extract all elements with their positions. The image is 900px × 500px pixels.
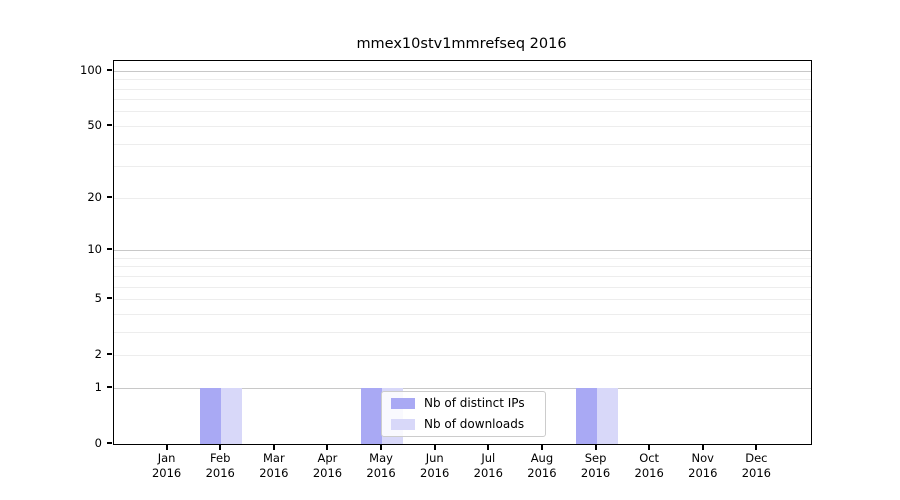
- x-tick-label: Jun 2016: [420, 451, 450, 480]
- bar: [361, 387, 383, 444]
- gridline-minor: [114, 125, 811, 127]
- x-tick-label: Sep 2016: [580, 451, 611, 480]
- gridline-minor: [114, 313, 811, 315]
- legend-entry: Nb of distinct IPs: [391, 395, 536, 412]
- x-tick-mark: [165, 445, 168, 450]
- y-tick-mark: [107, 353, 112, 356]
- y-tick-label: 2: [94, 347, 102, 362]
- x-tick-label: Aug 2016: [527, 451, 557, 480]
- gridline-minor: [114, 88, 811, 90]
- y-tick-mark: [107, 385, 112, 388]
- y-tick-label: 20: [87, 189, 102, 204]
- x-tick-label: Jan 2016: [151, 451, 182, 480]
- y-tick-label: 50: [87, 117, 102, 132]
- y-tick-mark: [107, 68, 112, 71]
- x-tick-mark: [219, 445, 222, 450]
- x-tick-mark: [272, 445, 275, 450]
- y-tick-mark: [107, 442, 112, 444]
- x-tick-mark: [380, 445, 383, 450]
- y-tick-mark: [107, 248, 112, 251]
- gridline-minor: [114, 143, 811, 145]
- y-tick-label: 100: [80, 62, 102, 77]
- y-tick-label: 5: [94, 291, 102, 306]
- gridline-minor: [114, 355, 811, 357]
- gridline-minor: [114, 79, 811, 81]
- gridline-minor: [114, 299, 811, 301]
- x-tick-label: Dec 2016: [741, 451, 772, 480]
- x-tick-label: Nov 2016: [688, 451, 718, 480]
- gridline-major: [114, 387, 811, 389]
- gridline-major: [114, 70, 811, 72]
- x-tick-label: Apr 2016: [312, 451, 343, 480]
- y-tick-mark: [107, 195, 112, 198]
- legend-entry: Nb of downloads: [391, 416, 536, 433]
- x-tick-mark: [433, 445, 436, 450]
- legend-swatch: [391, 398, 415, 409]
- gridline-minor: [114, 257, 811, 259]
- y-tick-label: 10: [87, 242, 102, 257]
- x-tick-label: Mar 2016: [259, 451, 289, 480]
- gridline-minor: [114, 266, 811, 268]
- y-tick-label: 0: [94, 436, 102, 450]
- gridline-major: [114, 250, 811, 252]
- gridline-minor: [114, 331, 811, 333]
- x-tick-label: Feb 2016: [205, 451, 235, 480]
- legend-label: Nb of downloads: [424, 417, 525, 431]
- x-tick-mark: [594, 445, 597, 450]
- gridline-minor: [114, 286, 811, 288]
- bar: [200, 387, 222, 444]
- x-tick-label: Jul 2016: [473, 451, 503, 480]
- x-tick-mark: [540, 445, 543, 450]
- x-tick-mark: [755, 445, 758, 450]
- gridline-minor: [114, 111, 811, 113]
- gridline-minor: [114, 197, 811, 199]
- x-tick-mark: [326, 445, 329, 450]
- x-tick-label: Oct 2016: [634, 451, 664, 480]
- legend-label: Nb of distinct IPs: [424, 396, 525, 410]
- bar: [221, 387, 243, 444]
- x-tick-mark: [701, 445, 704, 450]
- plot-area: [113, 60, 812, 445]
- legend-swatch: [391, 419, 415, 430]
- gridline-minor: [114, 99, 811, 101]
- gridline-minor: [114, 166, 811, 168]
- x-tick-mark: [648, 445, 651, 450]
- bar: [575, 387, 597, 444]
- chart-title: mmex10stv1mmrefseq 2016: [356, 36, 567, 52]
- legend: Nb of distinct IPs Nb of downloads: [381, 391, 546, 437]
- x-tick-label: May 2016: [366, 451, 396, 480]
- bar: [596, 387, 618, 444]
- gridline-minor: [114, 275, 811, 277]
- y-tick-mark: [107, 297, 112, 300]
- y-tick-mark: [107, 123, 112, 126]
- y-tick-label: 1: [94, 379, 102, 394]
- x-tick-mark: [487, 445, 490, 450]
